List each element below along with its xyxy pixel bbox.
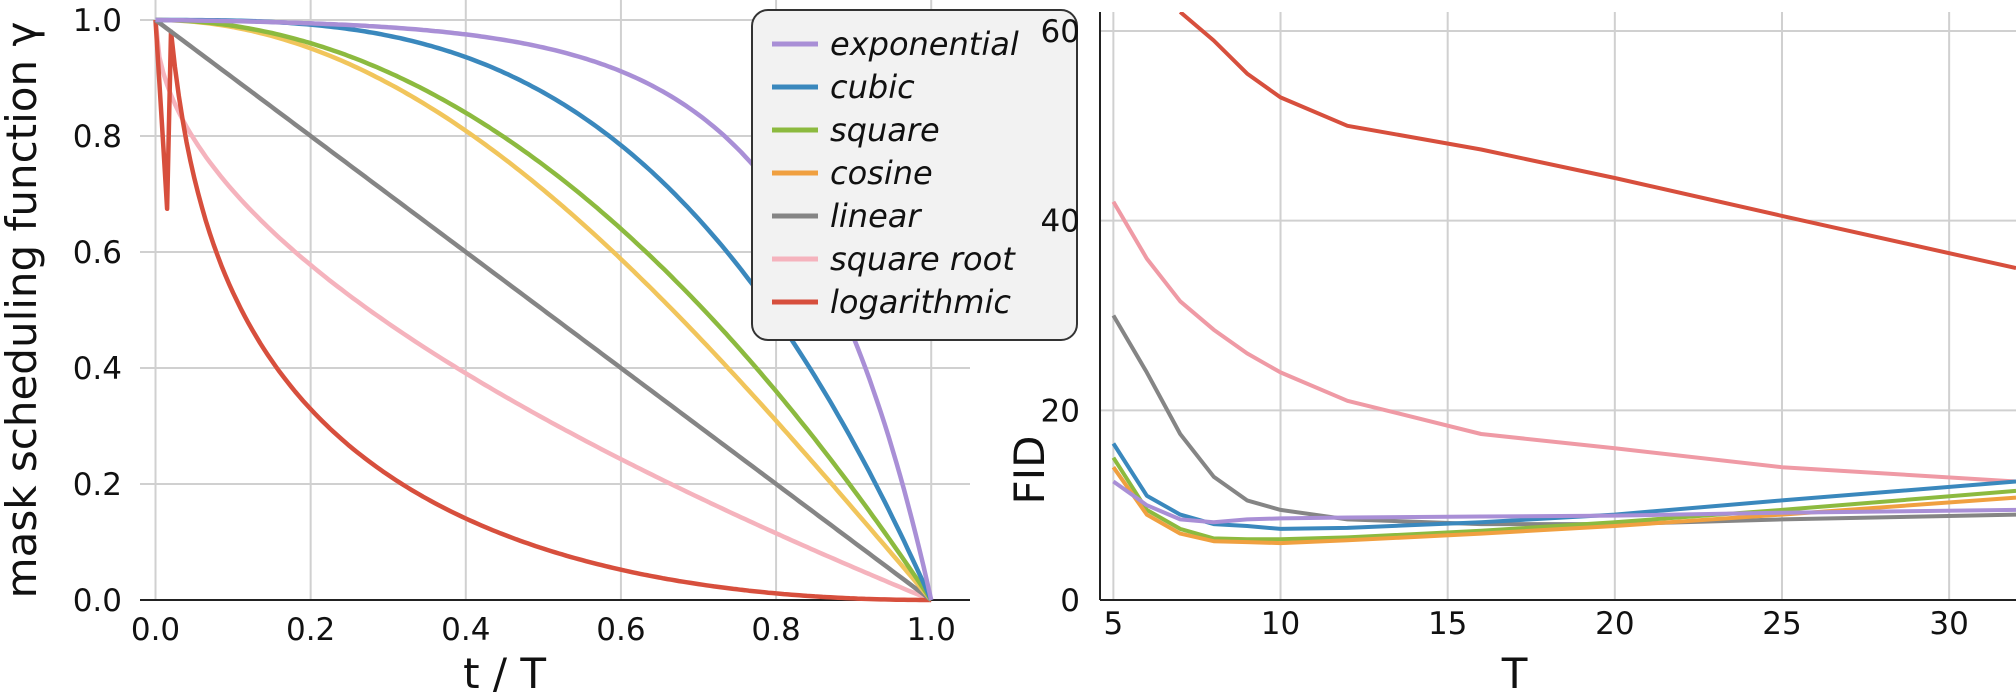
left-y-tick-label: 0.0 (73, 583, 122, 619)
left-x-tick-label: 0.6 (596, 612, 645, 648)
right-x-tick-label: 5 (1104, 606, 1124, 642)
legend-label: logarithmic (830, 283, 1011, 321)
right-series-cosine (1111, 466, 2016, 546)
right-series-exponential (1112, 479, 2016, 525)
right-series-logarithmic (1178, 12, 2016, 271)
left-series-square-root (153, 19, 933, 603)
right-x-tick-label: 10 (1261, 606, 1300, 642)
legend-label: square (830, 111, 940, 149)
left-y-tick-label: 0.4 (73, 351, 122, 387)
legend-label: cubic (830, 68, 915, 106)
right-x-tick-label: 15 (1428, 606, 1467, 642)
left-y-tick-label: 0.6 (73, 235, 122, 271)
right-y-tick-label: 60 (1041, 14, 1080, 50)
right-x-tick-label: 30 (1929, 606, 1968, 642)
right-y-axis-label: FID (1005, 436, 1054, 505)
right-y-tick-label: 40 (1041, 204, 1080, 240)
left-y-tick-label: 0.2 (73, 467, 122, 503)
legend-label: linear (830, 197, 922, 235)
legend-box (751, 9, 1078, 341)
left-y-axis-label: mask scheduling function γ (0, 22, 46, 599)
right-x-axis-label: T (1501, 649, 1528, 694)
right-x-tick-label: 20 (1595, 606, 1634, 642)
right-y-tick-label: 0 (1060, 583, 1080, 619)
right-series-cubic (1111, 442, 2016, 531)
left-series-cosine (155, 17, 933, 602)
right-series-square-root (1111, 200, 2016, 484)
left-x-tick-label: 0.2 (286, 612, 335, 648)
left-panel: 0.0 0.2 0.4 0.6 0.8 1.0 0.0 0.2 0.4 0.6 0.8 1.0 t / … (0, 0, 1078, 694)
left-series-linear (154, 18, 933, 602)
legend-label: exponential (830, 25, 1019, 63)
left-x-tick-label: 0.8 (751, 612, 800, 648)
left-series-logarithmic (153, 19, 932, 603)
legend-label: cosine (830, 154, 933, 192)
left-series-square (155, 17, 934, 602)
right-panel: 5 10 15 20 25 30 0 20 40 60 T FID (1005, 12, 2016, 694)
legend: exponential cubic square cosine linear square… (751, 9, 1078, 341)
left-y-tick-label: 1.0 (73, 3, 122, 39)
right-series-square (1111, 456, 2016, 542)
right-y-tick-label: 20 (1041, 393, 1080, 429)
left-x-tick-label: 0.4 (441, 612, 490, 648)
left-x-axis-label: t / T (463, 649, 546, 694)
right-x-tick-label: 25 (1762, 606, 1801, 642)
left-x-tick-label: 1.0 (907, 612, 956, 648)
left-x-tick-label: 0.0 (131, 612, 180, 648)
left-y-tick-label: 0.8 (73, 119, 122, 155)
legend-label: square root (830, 240, 1016, 278)
